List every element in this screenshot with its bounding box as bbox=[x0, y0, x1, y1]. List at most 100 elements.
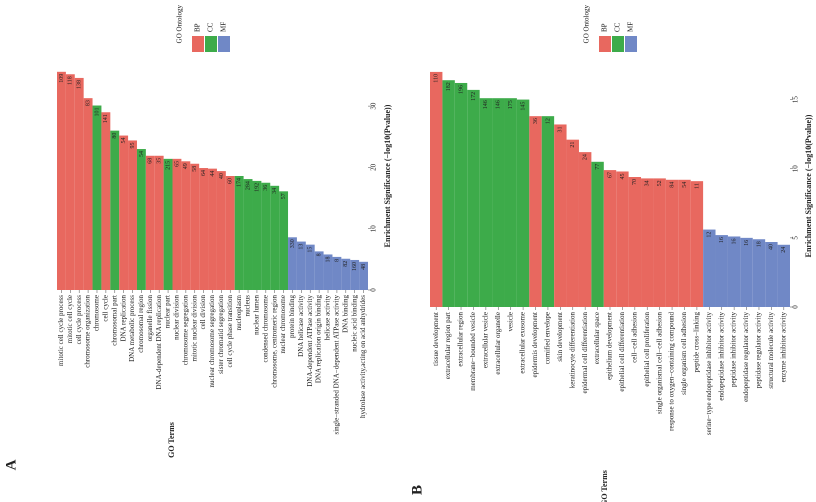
x-axis-title: GO Terms bbox=[167, 422, 176, 458]
count-label: 145 bbox=[520, 102, 526, 111]
bar bbox=[665, 179, 679, 307]
x-tick-label: endopeptidase regulator activity bbox=[742, 312, 750, 402]
x-tick-label: epithelium development bbox=[606, 312, 614, 380]
bar bbox=[603, 170, 617, 307]
x-tick-label: endopeptidase inhibitor activity bbox=[717, 312, 725, 401]
bar bbox=[350, 259, 360, 290]
count-label: 192 bbox=[254, 183, 260, 192]
count-label: 15 bbox=[308, 247, 314, 253]
count-label: 109 bbox=[59, 74, 65, 83]
bar bbox=[305, 244, 315, 290]
y-tick-label: 0 bbox=[792, 305, 800, 309]
x-tick-label: single−stranded DNA−dependent ATPase act… bbox=[333, 295, 341, 435]
bar bbox=[566, 139, 579, 307]
x-tick-label: DNA replication origin binding bbox=[315, 295, 323, 384]
count-label: 67 bbox=[607, 172, 613, 178]
x-tick-label: condensed chromosome bbox=[261, 295, 269, 362]
count-label: 110 bbox=[434, 74, 440, 83]
bar bbox=[578, 152, 592, 307]
count-label: 24 bbox=[781, 247, 787, 253]
bar bbox=[119, 135, 129, 290]
count-label: 16 bbox=[732, 238, 738, 244]
count-label: 58 bbox=[192, 166, 198, 172]
legend-label: MF bbox=[220, 22, 228, 32]
count-label: 8 bbox=[317, 253, 323, 256]
count-label: 64 bbox=[201, 170, 207, 176]
legend-label: BP bbox=[194, 23, 202, 32]
x-tick-label: chromosome segregation bbox=[181, 295, 189, 366]
legend-title: GO Ontology bbox=[176, 5, 184, 44]
y-tick-label: 0 bbox=[370, 288, 378, 292]
count-label: 45 bbox=[620, 173, 626, 179]
x-tick-label: extracellular exosome bbox=[519, 312, 527, 374]
x-tick-label: nuclear chromosome segregation bbox=[208, 295, 216, 388]
legend-label: CC bbox=[614, 22, 622, 32]
bar bbox=[145, 155, 155, 290]
bar bbox=[163, 158, 173, 290]
count-label: 70 bbox=[632, 179, 638, 185]
count-label: 68 bbox=[148, 158, 154, 164]
bar bbox=[199, 168, 209, 290]
bar bbox=[442, 80, 455, 307]
bar bbox=[234, 176, 244, 290]
count-label: 49 bbox=[183, 163, 189, 169]
x-tick-label: chromosome organization bbox=[84, 295, 92, 368]
legend-title: GO Ontology bbox=[583, 5, 591, 44]
x-tick-label: peptidase regulator activity bbox=[755, 312, 763, 389]
x-tick-label: cornified envelope bbox=[544, 312, 552, 364]
bar bbox=[454, 82, 468, 307]
bar bbox=[136, 149, 146, 290]
x-tick-label: DNA binding bbox=[341, 295, 349, 333]
y-tick-label: 20 bbox=[370, 163, 378, 171]
x-tick-label: serine−type endopeptidase inhibitor acti… bbox=[705, 312, 713, 436]
count-label: 118 bbox=[68, 76, 74, 85]
count-label: 95 bbox=[130, 142, 136, 148]
legend-swatch bbox=[218, 36, 230, 52]
count-label: 330 bbox=[290, 239, 296, 248]
x-tick-label: mitotic nuclear division bbox=[190, 295, 198, 362]
count-label: 48 bbox=[361, 264, 367, 270]
count-label: 172 bbox=[471, 92, 477, 101]
x-tick-label: nuclear chromosome bbox=[279, 295, 287, 354]
bar bbox=[678, 179, 691, 307]
y-tick-label: 10 bbox=[370, 225, 378, 233]
bar bbox=[74, 77, 84, 290]
bar bbox=[92, 105, 102, 290]
count-label: 36 bbox=[263, 185, 269, 191]
x-tick-label: peptidase inhibitor activity bbox=[730, 312, 738, 388]
x-tick-label: nucleoplasm bbox=[235, 294, 243, 330]
count-label: 146 bbox=[483, 100, 489, 109]
bar bbox=[690, 181, 704, 307]
bar bbox=[270, 185, 280, 290]
bar bbox=[128, 140, 137, 290]
bar bbox=[332, 256, 342, 290]
x-tick-label: keratinocyte differentiation bbox=[568, 312, 576, 389]
legend-label: BP bbox=[601, 23, 609, 32]
bar bbox=[492, 98, 505, 307]
x-tick-label: extracellular space bbox=[593, 312, 601, 364]
count-label: 80 bbox=[112, 133, 118, 139]
count-label: 160 bbox=[352, 262, 358, 271]
count-label: 54 bbox=[682, 182, 688, 188]
count-label: 215 bbox=[165, 161, 171, 170]
x-tick-label: sister chromatid segregation bbox=[217, 295, 225, 374]
count-label: 284 bbox=[245, 181, 251, 190]
x-tick-label: single organismal cell−cell adhesion bbox=[655, 312, 663, 414]
bar bbox=[341, 258, 351, 290]
count-label: 16 bbox=[744, 240, 750, 246]
count-label: 174 bbox=[237, 178, 243, 187]
x-tick-label: extracellular region part bbox=[444, 312, 452, 379]
count-label: 182 bbox=[446, 82, 452, 91]
x-tick-label: cell−cell adhesion bbox=[630, 312, 638, 363]
bar bbox=[288, 237, 297, 290]
count-label: 83 bbox=[85, 100, 91, 106]
x-tick-label: structural molecule activity bbox=[767, 312, 775, 389]
bar bbox=[216, 171, 226, 290]
y-axis-title: Enrichment Significance (−log10(Pvalue)) bbox=[804, 114, 813, 257]
bar bbox=[279, 191, 289, 290]
x-tick-label: extracellular organelle bbox=[494, 312, 502, 375]
count-label: 82 bbox=[343, 261, 349, 267]
bar bbox=[641, 178, 654, 307]
count-label: 24 bbox=[583, 154, 589, 160]
